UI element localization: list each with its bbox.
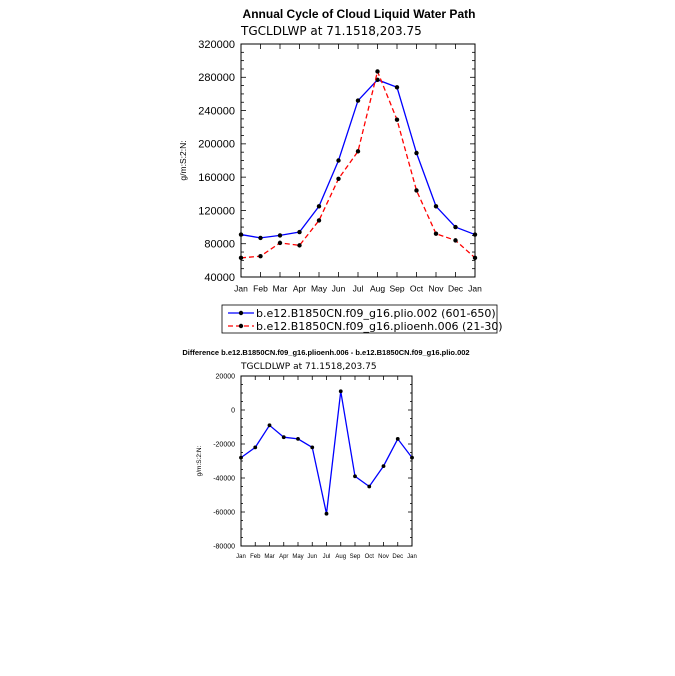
x-tick-label: Apr bbox=[279, 554, 288, 560]
y-tick-label: -40000 bbox=[213, 475, 235, 482]
chart-title: Difference b.e12.B1850CN.f09_g16.plioenh… bbox=[182, 348, 469, 357]
y-tick-label: -20000 bbox=[213, 441, 235, 448]
legend-label: b.e12.B1850CN.f09_g16.plio.002 (601-650) bbox=[256, 307, 496, 320]
data-point bbox=[453, 238, 458, 243]
data-point bbox=[281, 435, 286, 440]
data-point bbox=[258, 235, 263, 241]
data-point bbox=[277, 233, 283, 238]
data-point bbox=[394, 117, 400, 122]
data-point bbox=[375, 69, 380, 74]
x-tick-label: Jan bbox=[236, 554, 246, 560]
chart-subtitle: TGCLDLWP at 71.1518,203.75 bbox=[240, 24, 422, 38]
data-point bbox=[277, 240, 283, 246]
data-point bbox=[433, 231, 439, 236]
legend-marker bbox=[238, 323, 244, 329]
x-tick-label: May bbox=[292, 554, 303, 560]
chart-subtitle: TGCLDLWP at 71.1518,203.75 bbox=[240, 362, 377, 372]
y-axis-label: g/m:S:2:N: bbox=[178, 140, 188, 180]
x-tick-label: Aug bbox=[370, 284, 385, 294]
x-tick-label: Jul bbox=[353, 284, 364, 294]
data-point bbox=[472, 255, 478, 261]
data-point bbox=[355, 149, 361, 154]
x-tick-label: Mar bbox=[273, 284, 288, 294]
data-point bbox=[239, 455, 243, 460]
x-tick-label: Oct bbox=[365, 554, 375, 560]
y-tick-label: -60000 bbox=[213, 509, 235, 516]
data-point bbox=[238, 232, 244, 237]
data-point bbox=[381, 464, 386, 468]
data-point bbox=[310, 445, 315, 450]
legend-box bbox=[221, 304, 498, 334]
x-tick-label: Apr bbox=[293, 284, 306, 294]
data-point bbox=[414, 150, 419, 156]
data-point bbox=[453, 224, 458, 230]
y-tick-label: 240000 bbox=[198, 105, 235, 117]
series-line bbox=[240, 79, 476, 239]
data-point bbox=[238, 255, 244, 261]
data-point bbox=[297, 243, 302, 248]
data-point bbox=[394, 85, 400, 90]
legend: b.e12.B1850CN.f09_g16.plio.002 (601-650)… bbox=[221, 304, 503, 334]
data-point bbox=[297, 229, 302, 235]
legend-marker bbox=[238, 310, 244, 316]
x-tick-label: Jul bbox=[323, 554, 331, 560]
x-tick-label: Sep bbox=[350, 554, 361, 560]
y-tick-label: -80000 bbox=[213, 543, 235, 550]
y-tick-label: 120000 bbox=[198, 205, 235, 217]
x-tick-label: Jan bbox=[407, 554, 417, 560]
data-point bbox=[336, 176, 341, 182]
y-tick-label: 280000 bbox=[198, 72, 235, 84]
legend-label: b.e12.B1850CN.f09_g16.plioenh.006 (21-30… bbox=[256, 320, 503, 333]
data-point bbox=[472, 232, 478, 237]
y-tick-label: 200000 bbox=[198, 139, 235, 151]
series-1 bbox=[238, 77, 478, 241]
data-point bbox=[267, 423, 272, 428]
data-point bbox=[316, 204, 322, 209]
x-tick-label: Oct bbox=[410, 284, 424, 294]
y-tick-label: 0 bbox=[231, 407, 235, 414]
data-point bbox=[414, 188, 419, 193]
y-tick-label: 40000 bbox=[204, 272, 235, 284]
x-tick-label: Dec bbox=[392, 554, 403, 560]
data-point bbox=[410, 455, 414, 460]
data-point bbox=[316, 218, 322, 223]
chart-title: Annual Cycle of Cloud Liquid Water Path bbox=[243, 7, 476, 21]
x-tick-label: Dec bbox=[448, 284, 464, 294]
x-tick-label: Sep bbox=[389, 284, 404, 294]
x-tick-label: Aug bbox=[335, 554, 346, 560]
y-tick-label: 80000 bbox=[204, 239, 235, 251]
x-tick-label: Nov bbox=[428, 284, 444, 294]
series-1 bbox=[239, 389, 414, 516]
y-tick-label: 20000 bbox=[216, 373, 236, 380]
data-point bbox=[336, 158, 341, 163]
chart-2: Difference b.e12.B1850CN.f09_g16.plioenh… bbox=[182, 348, 469, 560]
series-line bbox=[240, 391, 413, 514]
data-point bbox=[324, 511, 329, 516]
data-point bbox=[367, 484, 372, 489]
plot-frame bbox=[240, 43, 476, 278]
y-tick-label: 320000 bbox=[198, 39, 235, 51]
chart-1: Annual Cycle of Cloud Liquid Water Path T… bbox=[178, 7, 503, 334]
x-tick-label: Mar bbox=[264, 554, 274, 560]
series-2 bbox=[238, 69, 478, 261]
x-tick-label: May bbox=[311, 284, 328, 294]
data-point bbox=[296, 437, 300, 441]
data-point bbox=[395, 437, 400, 441]
y-axis-label: g/m:S:2:N: bbox=[196, 445, 203, 476]
x-tick-label: Feb bbox=[253, 284, 268, 294]
x-tick-label: Nov bbox=[378, 554, 389, 560]
data-point bbox=[258, 253, 263, 259]
y-tick-label: 160000 bbox=[198, 172, 235, 184]
data-point bbox=[433, 204, 439, 209]
x-tick-label: Jun bbox=[332, 284, 346, 294]
data-point bbox=[355, 98, 361, 103]
x-tick-label: Jan bbox=[234, 284, 248, 294]
x-tick-label: Jan bbox=[468, 284, 482, 294]
x-tick-label: Jun bbox=[307, 554, 317, 560]
x-tick-label: Feb bbox=[250, 554, 261, 560]
data-point bbox=[353, 474, 357, 479]
data-point bbox=[253, 445, 258, 450]
data-point bbox=[338, 389, 343, 394]
